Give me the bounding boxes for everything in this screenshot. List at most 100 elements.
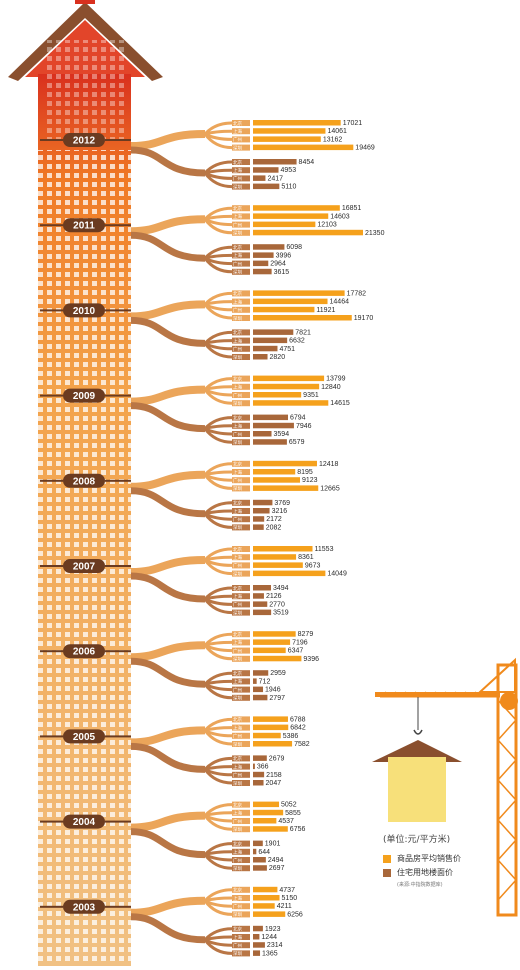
city-label: 广州 bbox=[233, 857, 242, 864]
bar-value-label: 6794 bbox=[290, 415, 306, 422]
city-label: 广州 bbox=[233, 562, 242, 569]
city-chip bbox=[232, 562, 250, 569]
branch-finger bbox=[203, 427, 233, 444]
year-tag-left-line bbox=[40, 224, 63, 227]
branch-finger bbox=[204, 168, 233, 175]
city-label: 广州 bbox=[233, 601, 242, 608]
bar-value-label: 2047 bbox=[266, 780, 282, 787]
bar-value-label: 3594 bbox=[274, 431, 290, 438]
city-chip bbox=[232, 903, 250, 910]
bar bbox=[253, 400, 329, 406]
bar bbox=[253, 818, 277, 824]
city-label: 深圳 bbox=[233, 865, 242, 872]
bar-value-label: 1244 bbox=[261, 934, 277, 941]
bar-value-label: 11553 bbox=[315, 546, 334, 553]
city-chip bbox=[232, 431, 250, 437]
city-label: 北京 bbox=[233, 244, 242, 251]
building-top-windows bbox=[45, 40, 125, 140]
bar-value-label: 8279 bbox=[298, 631, 314, 638]
city-label: 北京 bbox=[233, 120, 242, 127]
year-tag-bg bbox=[63, 729, 105, 744]
city-label: 广州 bbox=[233, 346, 242, 353]
city-chip bbox=[232, 159, 250, 165]
city-chip bbox=[232, 516, 250, 523]
branch-finger bbox=[204, 253, 233, 260]
city-label: 广州 bbox=[233, 392, 242, 399]
bar-value-label: 3216 bbox=[272, 508, 288, 515]
city-label: 上海 bbox=[233, 639, 242, 646]
bar-value-label: 7821 bbox=[295, 329, 311, 336]
city-label: 深圳 bbox=[233, 269, 242, 276]
bar bbox=[253, 244, 285, 250]
bar bbox=[253, 670, 269, 676]
bar bbox=[253, 144, 354, 151]
city-chip bbox=[232, 298, 250, 305]
city-label: 上海 bbox=[233, 678, 242, 685]
year-tag-right-line bbox=[105, 309, 131, 312]
city-label: 深圳 bbox=[233, 524, 242, 531]
bar bbox=[253, 167, 279, 173]
year-tag-bg bbox=[63, 899, 105, 914]
city-label: 广州 bbox=[233, 818, 242, 825]
city-chip bbox=[232, 499, 250, 506]
city-chip bbox=[232, 400, 250, 407]
chart-bars bbox=[253, 120, 363, 956]
city-label: 上海 bbox=[233, 337, 242, 344]
bar bbox=[253, 315, 352, 321]
year-tag-left-line bbox=[40, 905, 63, 908]
city-chip bbox=[232, 639, 250, 646]
city-label: 深圳 bbox=[233, 826, 242, 833]
year-tag-bg bbox=[63, 388, 105, 403]
bar bbox=[253, 771, 265, 778]
city-chip bbox=[232, 848, 250, 855]
city-chip bbox=[232, 508, 250, 514]
city-label: 深圳 bbox=[233, 315, 242, 322]
city-chip bbox=[232, 601, 250, 608]
year-tag-right-line bbox=[105, 394, 131, 397]
city-label: 广州 bbox=[233, 260, 242, 267]
bar bbox=[253, 911, 286, 917]
bar-value-label: 14049 bbox=[327, 571, 347, 578]
city-chip bbox=[232, 732, 250, 739]
city-chip bbox=[232, 780, 250, 786]
branch-finger bbox=[203, 814, 233, 831]
legend-source: (来源:中指院数据库) bbox=[397, 882, 443, 888]
bar bbox=[253, 414, 289, 421]
city-label: 深圳 bbox=[233, 439, 242, 446]
legend-swatch-sale bbox=[383, 854, 391, 863]
bar bbox=[253, 639, 291, 645]
branch-sale bbox=[130, 726, 206, 747]
bar bbox=[253, 570, 326, 577]
year-label: 2008 bbox=[73, 476, 96, 487]
city-chip bbox=[232, 911, 250, 918]
bar-value-label: 4537 bbox=[278, 818, 294, 825]
branch-sale bbox=[130, 130, 206, 150]
city-chip bbox=[232, 144, 250, 151]
branch-land bbox=[130, 572, 206, 603]
city-label: 上海 bbox=[233, 213, 242, 220]
bar-value-label: 2126 bbox=[266, 593, 282, 600]
legend-label-sale: 商品房平均销售价 bbox=[397, 854, 461, 863]
bar-value-label: 2964 bbox=[270, 261, 286, 268]
bar bbox=[253, 716, 288, 722]
city-chip bbox=[232, 771, 250, 778]
city-chip bbox=[232, 724, 250, 731]
bar-value-label: 366 bbox=[257, 764, 269, 771]
bar bbox=[253, 631, 296, 637]
branch-finger bbox=[204, 594, 233, 601]
branch-finger bbox=[203, 644, 233, 661]
bar-value-label: 9396 bbox=[303, 656, 319, 663]
city-chip bbox=[232, 260, 250, 267]
city-chip bbox=[232, 306, 250, 313]
bar-value-label: 13162 bbox=[323, 136, 343, 143]
year-label: 2012 bbox=[73, 136, 96, 147]
city-label: 上海 bbox=[233, 298, 242, 305]
branch-finger bbox=[204, 214, 233, 221]
bar bbox=[253, 732, 281, 739]
city-chip bbox=[232, 570, 250, 577]
bar-value-label: 7582 bbox=[294, 741, 310, 748]
bar-value-label: 12418 bbox=[319, 461, 339, 468]
bar-value-label: 2158 bbox=[266, 772, 282, 779]
city-label: 深圳 bbox=[233, 570, 242, 577]
bar bbox=[253, 694, 268, 701]
